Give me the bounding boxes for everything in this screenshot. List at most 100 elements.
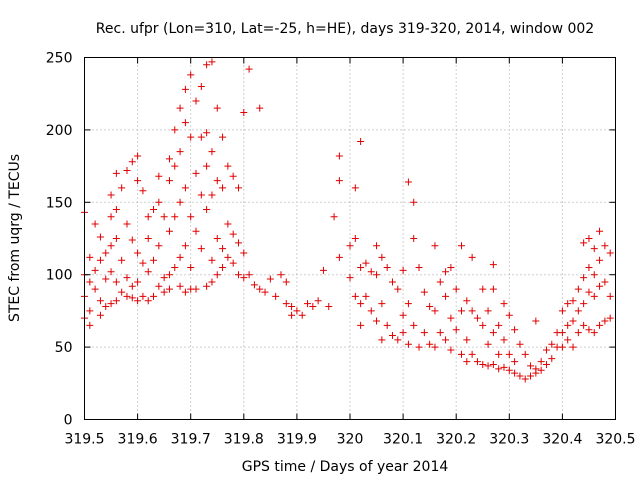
data-point	[208, 278, 216, 286]
data-point	[266, 275, 274, 283]
data-point	[86, 321, 94, 329]
data-point	[516, 372, 524, 380]
data-point	[468, 307, 476, 315]
data-point	[160, 213, 168, 221]
data-point	[107, 213, 115, 221]
data-point	[277, 271, 285, 279]
data-point	[160, 288, 168, 296]
data-point	[574, 307, 582, 315]
data-point	[330, 213, 338, 221]
y-axis: 0 50 100 150 200 250	[46, 51, 616, 429]
data-point	[362, 292, 370, 300]
data-point	[304, 300, 312, 308]
data-point	[388, 278, 396, 286]
data-point	[511, 358, 519, 366]
data-point	[558, 343, 566, 351]
data-point	[431, 343, 439, 351]
data-point	[463, 336, 471, 344]
data-point	[447, 346, 455, 354]
data-point	[118, 288, 126, 296]
data-point	[134, 297, 142, 305]
data-point	[521, 375, 529, 383]
data-point	[128, 158, 136, 166]
data-point	[176, 253, 184, 261]
data-point	[240, 274, 248, 282]
data-point	[197, 245, 205, 253]
data-point	[569, 317, 577, 325]
data-point	[118, 184, 126, 192]
y-tick-label: 150	[46, 195, 73, 211]
data-point	[415, 343, 423, 351]
data-point	[442, 268, 450, 276]
data-point	[208, 148, 216, 156]
data-point	[580, 274, 588, 282]
data-point	[564, 336, 572, 344]
data-point	[590, 292, 598, 300]
data-point	[346, 274, 354, 282]
data-point	[213, 177, 221, 185]
data-point	[500, 336, 508, 344]
data-point	[171, 213, 179, 221]
data-point	[580, 239, 588, 247]
data-point	[495, 365, 503, 373]
data-point	[282, 278, 290, 286]
data-point	[542, 346, 550, 354]
data-point	[144, 297, 152, 305]
y-tick-label: 50	[55, 340, 73, 356]
data-point	[112, 235, 120, 242]
data-point	[155, 282, 163, 290]
data-point	[176, 148, 184, 156]
data-point	[150, 256, 158, 264]
data-point	[548, 355, 556, 363]
data-point	[505, 350, 513, 358]
x-tick-label: 319.9	[277, 432, 317, 448]
data-point	[176, 282, 184, 290]
data-point	[96, 297, 104, 305]
data-point	[495, 350, 503, 358]
data-point	[378, 300, 386, 308]
x-tick-label: 320.1	[383, 432, 423, 448]
data-points	[81, 58, 614, 383]
data-point	[351, 184, 359, 192]
y-tick-label: 100	[46, 268, 73, 284]
data-point	[203, 162, 211, 170]
data-point	[537, 366, 545, 374]
data-point	[150, 292, 158, 300]
data-point	[388, 332, 396, 340]
data-point	[484, 340, 492, 348]
data-point	[213, 271, 221, 279]
data-point	[468, 350, 476, 358]
data-point	[357, 263, 365, 271]
data-point	[335, 152, 343, 160]
data-point	[489, 360, 497, 368]
data-point	[165, 227, 173, 235]
data-point	[160, 274, 168, 282]
data-point	[165, 155, 173, 163]
data-point	[224, 162, 232, 170]
data-point	[314, 297, 322, 305]
data-point	[224, 253, 232, 261]
data-point	[288, 311, 296, 319]
data-point	[128, 236, 136, 244]
data-point	[282, 300, 290, 308]
data-point	[585, 288, 593, 296]
data-point	[585, 235, 593, 242]
data-point	[155, 242, 163, 250]
data-point	[580, 300, 588, 308]
data-point	[463, 358, 471, 366]
data-point	[463, 297, 471, 305]
data-point	[234, 239, 242, 247]
data-point	[144, 213, 152, 221]
data-point	[426, 340, 434, 348]
data-point	[298, 311, 306, 319]
data-point	[484, 362, 492, 370]
data-point	[325, 303, 333, 311]
data-point	[590, 329, 598, 337]
data-point	[367, 268, 375, 276]
data-point	[351, 292, 359, 300]
data-point	[373, 317, 381, 325]
data-point	[564, 300, 572, 308]
data-point	[240, 249, 248, 257]
data-point	[128, 282, 136, 290]
data-point	[96, 256, 104, 264]
